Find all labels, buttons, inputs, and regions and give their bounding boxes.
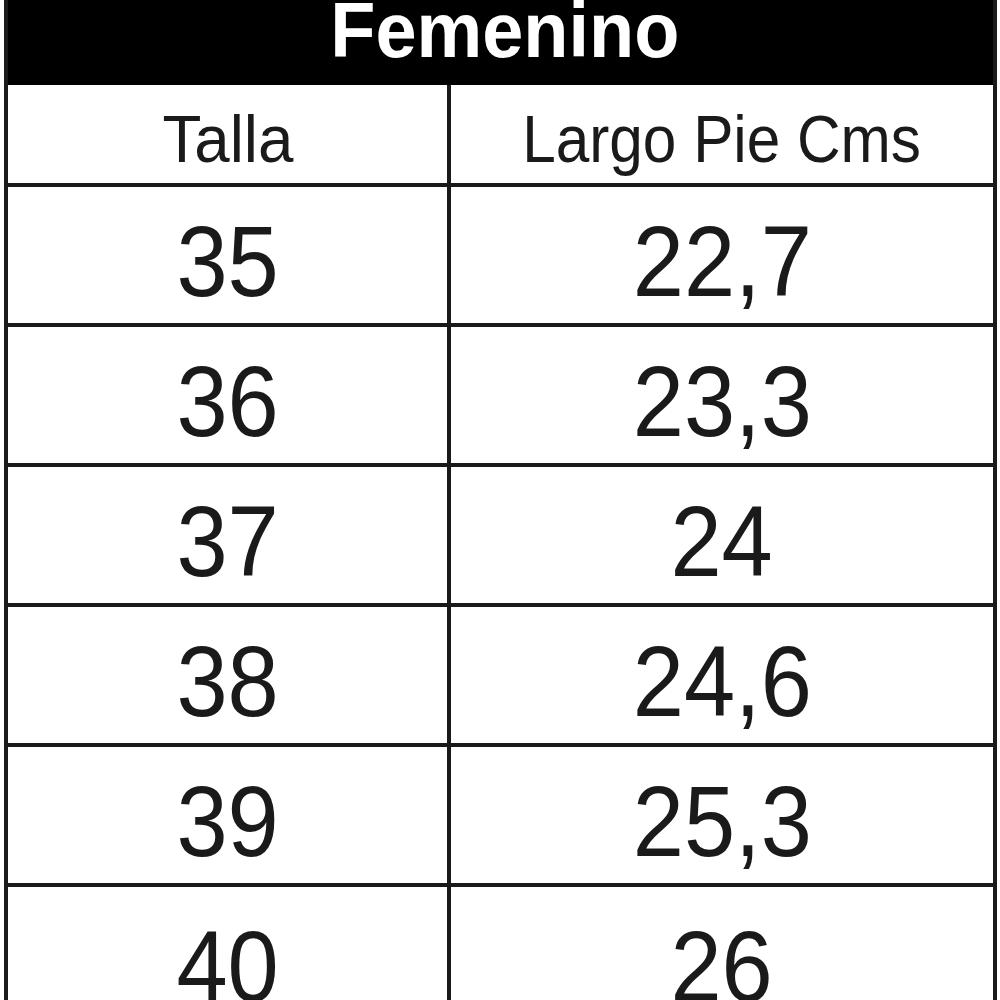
size-value: 39 [176, 764, 278, 879]
length-cell: 25,3 [451, 747, 993, 883]
length-cell: 26 [451, 887, 993, 1000]
size-cell: 36 [8, 327, 451, 463]
length-value: 25,3 [632, 764, 811, 879]
column-header-length: Largo Pie Cms [451, 85, 993, 183]
size-value: 40 [176, 909, 278, 1000]
size-value: 36 [176, 344, 278, 459]
table-row: 40 26 [8, 887, 993, 1000]
table-row: 35 22,7 [8, 187, 993, 327]
table-title-row: Femenino [8, 0, 993, 85]
size-cell: 35 [8, 187, 451, 323]
table-row: 39 25,3 [8, 747, 993, 887]
length-cell: 22,7 [451, 187, 993, 323]
table-title: Femenino [330, 0, 679, 75]
size-cell: 38 [8, 607, 451, 743]
length-value: 24 [671, 484, 773, 599]
women-shoe-size-table: Femenino Talla Largo Pie Cms 35 22,7 36 … [4, 0, 997, 1000]
column-header-size-label: Talla [162, 100, 293, 177]
column-header-size: Talla [8, 85, 451, 183]
length-value: 22,7 [632, 204, 811, 319]
size-value: 37 [176, 484, 278, 599]
column-header-row: Talla Largo Pie Cms [8, 85, 993, 187]
size-value: 38 [176, 624, 278, 739]
column-header-length-label: Largo Pie Cms [523, 100, 922, 177]
length-value: 23,3 [632, 344, 811, 459]
table-row: 38 24,6 [8, 607, 993, 747]
size-value: 35 [176, 204, 278, 319]
table-row: 37 24 [8, 467, 993, 607]
length-cell: 24 [451, 467, 993, 603]
table-row: 36 23,3 [8, 327, 993, 467]
length-value: 24,6 [632, 624, 811, 739]
size-cell: 39 [8, 747, 451, 883]
length-cell: 24,6 [451, 607, 993, 743]
size-cell: 37 [8, 467, 451, 603]
size-cell: 40 [8, 887, 451, 1000]
length-cell: 23,3 [451, 327, 993, 463]
length-value: 26 [671, 909, 773, 1000]
